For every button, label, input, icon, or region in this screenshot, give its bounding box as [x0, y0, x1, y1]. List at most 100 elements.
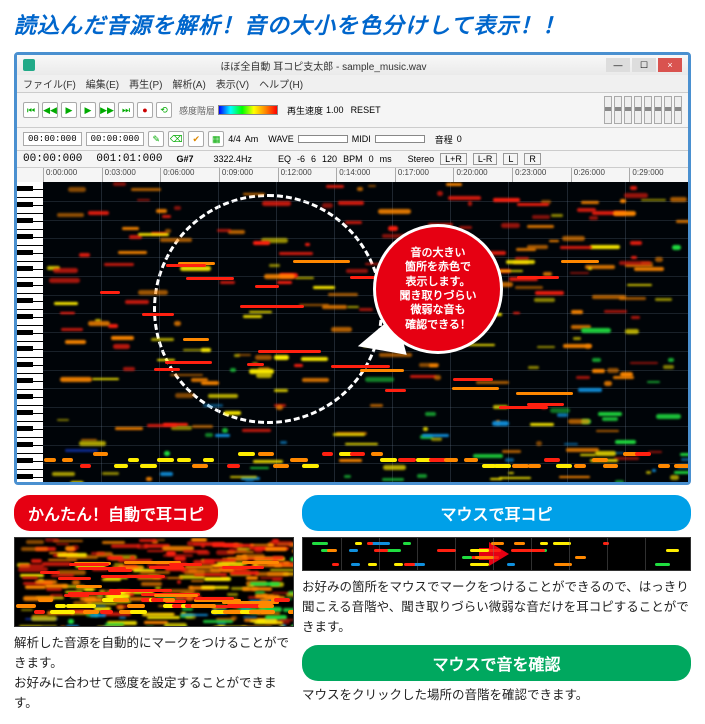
menu-play[interactable]: 再生(P) [129, 76, 162, 91]
piano-roll[interactable] [17, 182, 43, 482]
wave-label: WAVE [268, 134, 294, 144]
gradient-label: 感度階層 [179, 104, 215, 117]
speed-label: 再生速度 [287, 104, 323, 117]
timesig-label: 4/4 [228, 134, 241, 144]
toolbar-secondary: 00:00:000 00:00:000 ✎ ⌫ ✔ ▦ 4/4 Am WAVE … [17, 128, 688, 151]
callout-bubble: 音の大きい 箇所を赤色で 表示します。 聞き取りづらい 微弱な音も 確認できる！ [373, 224, 503, 354]
loop-end[interactable]: 00:00:000 [86, 132, 145, 146]
eq-val1: -6 [297, 154, 305, 164]
spectrogram-area[interactable]: 音の大きい 箇所を赤色で 表示します。 聞き取りづらい 微弱な音も 確認できる！ [17, 182, 688, 482]
eq-slider[interactable] [674, 96, 682, 124]
eq-slider[interactable] [624, 96, 632, 124]
desc-confirm: マウスをクリックした場所の音階を確認できます。 [302, 685, 691, 705]
menu-edit[interactable]: 編集(E) [86, 76, 119, 91]
stereo-label: Stereo [408, 154, 435, 164]
titlebar: ほぼ全自動 耳コピ支太郎 - sample_music.wav — ☐ × [17, 55, 688, 75]
badge-auto: かんたん！自動で耳コピ [14, 495, 218, 531]
midi-slider[interactable] [375, 135, 425, 143]
thumb-mouse [302, 537, 691, 571]
thumb-auto [14, 537, 294, 627]
desc-auto: 解析した音源を自動的にマークをつけることができます。 お好みに合わせて感度を設定… [14, 633, 294, 713]
bpm-val2: 0 [369, 154, 374, 164]
eq-slider[interactable] [614, 96, 622, 124]
eq-slider[interactable] [644, 96, 652, 124]
ruler-tick: 0:09:000 [219, 168, 278, 182]
menu-analyze[interactable]: 解析(A) [172, 76, 205, 91]
bpm-val: 120 [322, 154, 337, 164]
rewind-start-button[interactable]: ⏮ [23, 102, 39, 118]
eq-slider[interactable] [604, 96, 612, 124]
time-ruler: 0:00:000 0:03:000 0:06:000 0:09:000 0:12… [17, 168, 688, 182]
eq-val2: 6 [311, 154, 316, 164]
highlight-circle [153, 194, 383, 424]
app-window: ほぼ全自動 耳コピ支太郎 - sample_music.wav — ☐ × ファ… [14, 52, 691, 485]
menu-help[interactable]: ヘルプ(H) [259, 76, 303, 91]
rewind-button[interactable]: ◀◀ [42, 102, 58, 118]
freq-display: 3322.4Hz [213, 154, 252, 164]
left-column: かんたん！自動で耳コピ 解析した音源を自動的にマークをつけることができます。 お… [14, 495, 294, 713]
ruler-tick: 0:23:000 [512, 168, 571, 182]
ruler-tick: 0:00:000 [43, 168, 102, 182]
eq-slider[interactable] [634, 96, 642, 124]
page-headline: 読込んだ音源を解析！音の大小を色分けして表示！！ [0, 0, 705, 48]
spectrogram[interactable]: 音の大きい 箇所を赤色で 表示します。 聞き取りづらい 微弱な音も 確認できる！ [43, 182, 688, 482]
menu-view[interactable]: 表示(V) [216, 76, 249, 91]
app-icon [23, 59, 35, 71]
callout-text: 音の大きい 箇所を赤色で 表示します。 聞き取りづらい 微弱な音も 確認できる！ [400, 246, 477, 332]
speed-value: 1.00 [326, 105, 344, 115]
note-display: G#7 [176, 154, 193, 164]
reset-button[interactable]: RESET [351, 105, 381, 115]
midi-label: MIDI [352, 134, 371, 144]
tool-marker[interactable]: ✔ [188, 131, 204, 147]
right-column: マウスで耳コピ お好みの箇所をマウスでマークをつけることができるので、はっきり聞… [302, 495, 691, 713]
close-button[interactable]: × [658, 58, 682, 72]
tool-grid[interactable]: ▦ [208, 131, 224, 147]
ruler-tick: 0:29:000 [629, 168, 688, 182]
ms-label: ms [380, 154, 392, 164]
intensity-gradient [218, 105, 278, 115]
tool-pencil[interactable]: ✎ [148, 131, 164, 147]
play-button[interactable]: ▶ [61, 102, 77, 118]
bottom-section: かんたん！自動で耳コピ 解析した音源を自動的にマークをつけることができます。 お… [0, 495, 705, 723]
ruler-tick: 0:12:000 [278, 168, 337, 182]
loop-start[interactable]: 00:00:000 [23, 132, 82, 146]
ruler-tick: 0:17:000 [395, 168, 454, 182]
ruler-tick: 0:03:000 [102, 168, 161, 182]
key-label: Am [245, 134, 259, 144]
time-current: 00:00:000 [23, 153, 82, 165]
ruler-tick: 0:06:000 [160, 168, 219, 182]
ch-lmr[interactable]: L-R [473, 153, 498, 165]
badge-confirm: マウスで音を確認 [302, 645, 691, 681]
record-button[interactable]: ● [137, 102, 153, 118]
tool-eraser[interactable]: ⌫ [168, 131, 184, 147]
loop-button[interactable]: ⟲ [156, 102, 172, 118]
time-total: 001:01:000 [96, 153, 162, 165]
ruler-tick: 0:26:000 [571, 168, 630, 182]
ruler-tick: 0:20:000 [453, 168, 512, 182]
eq-slider[interactable] [654, 96, 662, 124]
ch-lr[interactable]: L+R [440, 153, 467, 165]
toolbar-transport: ⏮ ◀◀ ▶ ▶ ▶▶ ⏭ ● ⟲ 感度階層 再生速度 1.00 RESET [17, 93, 688, 128]
wave-slider[interactable] [298, 135, 348, 143]
bpm-label: BPM [343, 154, 363, 164]
desc-mouse: お好みの箇所をマウスでマークをつけることができるので、はっきり聞こえる音階や、聞… [302, 577, 691, 637]
menubar: ファイル(F) 編集(E) 再生(P) 解析(A) 表示(V) ヘルプ(H) [17, 75, 688, 93]
minimize-button[interactable]: — [606, 58, 630, 72]
ch-l[interactable]: L [503, 153, 518, 165]
menu-file[interactable]: ファイル(F) [23, 76, 76, 91]
arrow-icon [489, 542, 509, 566]
eq-slider[interactable] [664, 96, 672, 124]
window-title: ほぼ全自動 耳コピ支太郎 - sample_music.wav [41, 58, 606, 73]
ruler-tick: 0:14:000 [336, 168, 395, 182]
eq-sliders [604, 96, 682, 124]
ff-button[interactable]: ▶▶ [99, 102, 115, 118]
pitch-label: 音程 [435, 133, 453, 146]
ff-end-button[interactable]: ⏭ [118, 102, 134, 118]
badge-mouse: マウスで耳コピ [302, 495, 691, 531]
pitch-value: 0 [457, 134, 462, 144]
ch-r[interactable]: R [524, 153, 541, 165]
eq-label: EQ [278, 154, 291, 164]
maximize-button[interactable]: ☐ [632, 58, 656, 72]
play2-button[interactable]: ▶ [80, 102, 96, 118]
status-row: 00:00:000 001:01:000 G#7 3322.4Hz EQ -6 … [17, 151, 688, 168]
